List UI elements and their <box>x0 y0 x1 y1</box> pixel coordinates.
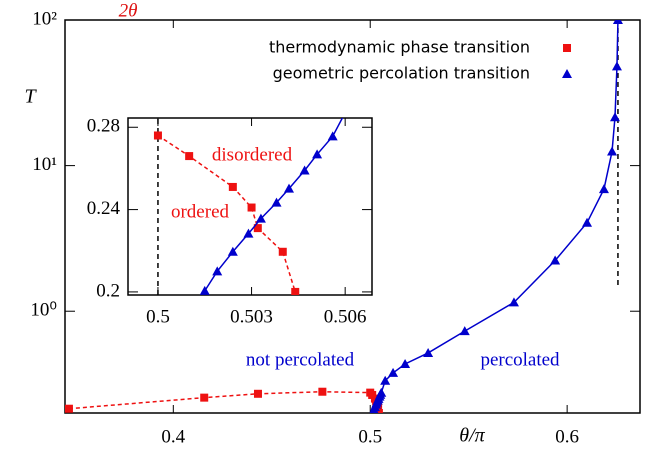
plot-area <box>65 20 623 413</box>
legend-marker <box>562 69 572 78</box>
marker <box>550 255 561 265</box>
marker <box>199 285 210 295</box>
annotation: not percolated <box>246 349 355 370</box>
marker <box>388 367 399 377</box>
marker <box>459 326 470 336</box>
y-tick-label: 10¹ <box>32 154 57 175</box>
marker <box>253 224 262 233</box>
x-tick-label: 0.5 <box>358 426 382 447</box>
marker <box>400 359 411 369</box>
marker <box>291 287 300 295</box>
marker <box>508 297 519 307</box>
annotation: percolated <box>480 349 560 370</box>
x-tick-label: 0.4 <box>161 426 185 447</box>
marker <box>312 149 323 159</box>
marker <box>247 203 256 212</box>
annotation: ordered <box>171 201 230 222</box>
annotation: 2θ <box>119 0 138 21</box>
marker <box>200 393 209 402</box>
y-tick-label: 0.2 <box>96 280 120 301</box>
marker <box>212 266 223 276</box>
marker <box>598 184 609 194</box>
y-tick-label: 0.24 <box>87 198 121 219</box>
marker <box>228 182 237 191</box>
marker <box>185 152 194 161</box>
marker <box>611 61 622 71</box>
marker <box>612 20 623 24</box>
marker <box>327 131 338 141</box>
y-axis-label: T <box>24 86 37 108</box>
x-tick-label: 0.5 <box>146 306 170 327</box>
x-axis-label: θ/π <box>459 425 485 447</box>
legend-label: thermodynamic phase transition <box>269 38 530 57</box>
marker <box>299 165 310 175</box>
y-tick-label: 0.28 <box>87 116 120 137</box>
x-tick-label: 0.506 <box>324 306 367 327</box>
marker <box>65 404 73 413</box>
legend-marker <box>563 44 571 52</box>
x-tick-label: 0.6 <box>555 426 579 447</box>
marker <box>271 197 282 207</box>
x-tick-label: 0.503 <box>230 306 273 327</box>
plot-area <box>153 118 344 295</box>
marker <box>153 131 162 140</box>
marker <box>243 228 254 238</box>
legend-label: geometric percolation transition <box>273 64 530 83</box>
annotation: disordered <box>212 144 293 165</box>
marker <box>376 387 387 397</box>
marker <box>227 246 238 256</box>
marker <box>255 213 266 223</box>
marker <box>582 217 593 227</box>
marker <box>609 112 620 122</box>
marker <box>253 389 262 398</box>
y-tick-label: 10² <box>32 8 57 29</box>
marker <box>278 247 287 256</box>
marker <box>318 387 327 396</box>
marker <box>607 146 618 156</box>
marker <box>284 183 295 193</box>
marker <box>380 375 391 385</box>
y-tick-label: 10⁰ <box>30 300 57 321</box>
marker <box>423 347 434 357</box>
